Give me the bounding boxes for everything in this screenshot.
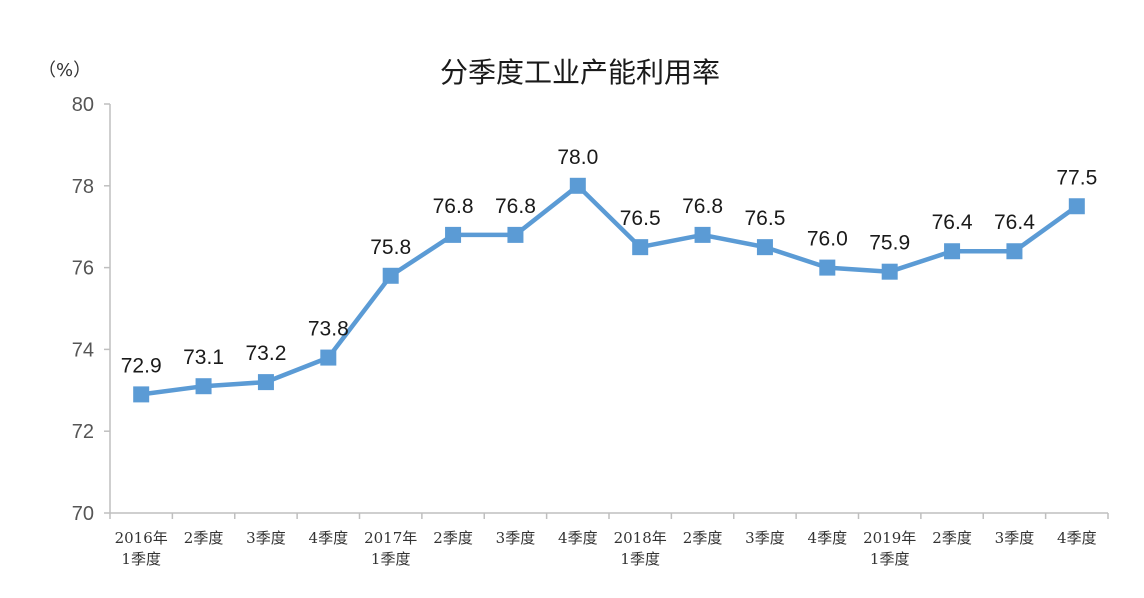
x-tick-label: 2016年	[115, 529, 168, 547]
data-point-marker	[382, 267, 399, 284]
chart-title: 分季度工业产能利用率	[440, 56, 720, 89]
x-tick-label: 2季度	[184, 529, 224, 547]
data-point-marker	[507, 226, 524, 243]
data-point-marker	[133, 386, 150, 403]
x-tick-label: 2季度	[683, 529, 723, 547]
y-tick-label: 72	[72, 421, 94, 443]
data-point-marker	[694, 226, 711, 243]
x-axis: 2016年 1季度 2季度 3季度 4季度 2017年 1季度 2季度 3季度 4季度 2018年 1…	[109, 512, 1109, 568]
x-tick-label: 1季度	[870, 550, 910, 568]
data-point-marker	[944, 243, 961, 260]
data-point-marker	[1068, 198, 1085, 215]
x-tick-label: 2017年	[364, 529, 417, 547]
data-point-marker	[445, 226, 462, 243]
data-label: 73.2	[246, 342, 287, 365]
x-tick-label: 3季度	[496, 529, 536, 547]
x-tick-label: 1季度	[121, 550, 161, 568]
y-tick-label: 70	[72, 503, 94, 525]
x-tick-label: 2季度	[932, 529, 972, 547]
x-tick-label: 2018年	[614, 529, 667, 547]
data-label: 77.5	[1056, 166, 1097, 189]
data-label: 73.8	[308, 318, 349, 341]
x-tick-label: 3季度	[246, 529, 286, 547]
data-point-marker	[819, 259, 836, 276]
data-point-marker	[257, 374, 274, 391]
y-axis-unit-label: （%）	[38, 60, 91, 81]
data-label: 76.8	[682, 195, 723, 218]
data-label: 76.5	[745, 207, 786, 230]
x-tick-label: 2019年	[863, 529, 916, 547]
data-label: 75.9	[869, 232, 910, 255]
data-point-marker	[756, 239, 773, 256]
x-tick-label: 3季度	[745, 529, 785, 547]
data-label: 72.9	[121, 354, 162, 377]
x-tick-label: 4季度	[558, 529, 598, 547]
data-label: 76.0	[807, 228, 848, 251]
x-tick-label: 4季度	[309, 529, 349, 547]
x-tick-label: 1季度	[620, 550, 660, 568]
y-tick-label: 76	[72, 258, 94, 280]
y-tick-label: 78	[72, 176, 94, 198]
x-tick-label: 1季度	[371, 550, 411, 568]
data-point-marker	[1006, 243, 1023, 260]
data-point-marker	[881, 263, 898, 280]
x-tick-label: 3季度	[995, 529, 1035, 547]
data-labels: 72.9 73.1 73.2 73.8 75.8 76.8 76.8 78.0 76.5 76.8…	[121, 146, 1098, 378]
data-label: 78.0	[557, 146, 598, 169]
data-label: 76.5	[620, 207, 661, 230]
data-label: 73.1	[183, 346, 224, 369]
data-point-marker	[320, 349, 337, 366]
data-point-marker	[569, 177, 586, 194]
data-point-marker	[632, 239, 649, 256]
data-label: 75.8	[370, 236, 411, 259]
data-point-marker	[195, 378, 212, 395]
x-tick-label: 2季度	[433, 529, 473, 547]
y-axis: 70 72 74 76 78 80	[72, 94, 111, 525]
data-label: 76.4	[994, 211, 1035, 234]
series-line	[140, 183, 1079, 397]
x-tick-label: 4季度	[808, 529, 848, 547]
data-label: 76.4	[932, 211, 973, 234]
data-label: 76.8	[495, 195, 536, 218]
series-capacity-utilization	[133, 177, 1085, 403]
y-tick-label: 80	[72, 94, 94, 116]
y-tick-label: 74	[72, 339, 94, 361]
x-tick-label: 4季度	[1057, 529, 1097, 547]
data-label: 76.8	[433, 195, 474, 218]
